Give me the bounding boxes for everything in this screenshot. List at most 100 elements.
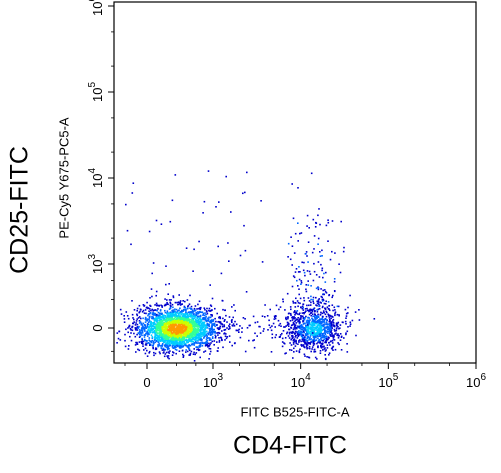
data-point <box>294 332 297 334</box>
data-point <box>178 303 180 305</box>
data-point <box>231 324 234 327</box>
data-point <box>198 311 200 314</box>
data-point <box>315 274 318 276</box>
data-point <box>178 341 181 343</box>
data-point <box>150 327 153 330</box>
data-point <box>149 304 151 307</box>
data-point <box>292 339 295 342</box>
data-point <box>186 307 189 310</box>
x-tick-exponent: 4 <box>305 372 311 383</box>
data-point <box>286 292 289 295</box>
data-point <box>146 322 149 325</box>
data-point <box>339 271 342 274</box>
data-point <box>329 322 332 324</box>
data-point <box>175 328 177 330</box>
data-point <box>300 328 302 331</box>
data-point <box>333 280 336 283</box>
data-point <box>293 316 295 318</box>
data-point <box>239 325 241 327</box>
data-point <box>290 335 293 337</box>
data-point <box>191 335 194 337</box>
data-point <box>158 324 161 326</box>
data-point <box>334 330 336 332</box>
data-point <box>321 316 324 319</box>
data-point <box>193 248 195 251</box>
data-point <box>181 344 184 346</box>
data-point <box>208 316 210 319</box>
data-point <box>162 317 165 319</box>
data-point <box>164 334 166 337</box>
data-point <box>179 330 181 332</box>
data-point <box>235 323 238 326</box>
data-point <box>230 211 232 213</box>
data-point <box>320 302 322 304</box>
data-point <box>164 309 166 312</box>
data-point <box>168 323 171 325</box>
data-point <box>302 330 305 333</box>
data-point <box>303 318 306 321</box>
data-point <box>319 350 322 352</box>
data-point <box>306 322 308 324</box>
data-point <box>159 345 162 347</box>
data-point <box>323 272 325 275</box>
x-tick-label: 104 <box>291 372 311 390</box>
data-point <box>216 327 219 329</box>
data-point <box>155 319 158 322</box>
data-point <box>221 339 223 342</box>
data-point <box>153 354 155 357</box>
data-point <box>297 326 299 328</box>
data-point <box>305 345 308 348</box>
data-point <box>253 339 255 341</box>
data-point <box>172 321 174 324</box>
data-point <box>192 270 194 272</box>
data-point <box>150 331 152 334</box>
data-point <box>314 324 316 327</box>
data-point <box>209 353 211 355</box>
data-point <box>167 293 169 295</box>
data-point <box>172 336 175 339</box>
data-point <box>215 206 217 208</box>
data-point <box>167 336 170 339</box>
data-point <box>281 332 283 335</box>
data-point <box>315 329 317 331</box>
data-point <box>155 318 158 320</box>
data-point <box>147 318 150 321</box>
data-point <box>144 316 147 319</box>
data-point <box>288 331 291 334</box>
data-point <box>190 332 193 334</box>
data-point <box>166 344 168 347</box>
data-point <box>327 240 329 242</box>
y-tick-label: 103 <box>87 254 105 274</box>
data-point <box>192 319 194 322</box>
data-point <box>194 305 197 307</box>
data-point <box>315 287 318 290</box>
data-point <box>191 336 194 339</box>
data-point <box>164 298 166 300</box>
data-point <box>171 312 173 315</box>
data-point <box>174 311 176 314</box>
data-point <box>131 300 133 302</box>
data-point <box>291 334 294 337</box>
data-point <box>140 331 142 334</box>
data-point <box>142 340 145 343</box>
data-point <box>179 304 182 306</box>
data-point <box>148 342 151 345</box>
data-point <box>279 322 282 325</box>
data-point <box>304 322 306 324</box>
data-point <box>309 310 312 312</box>
data-point <box>149 315 151 318</box>
data-point <box>168 357 170 360</box>
data-point <box>331 332 333 334</box>
data-point <box>151 317 153 320</box>
data-point <box>175 352 177 355</box>
data-point <box>231 344 233 347</box>
data-point <box>185 334 188 337</box>
data-point <box>206 311 208 313</box>
data-point <box>138 349 141 352</box>
data-point <box>323 311 325 314</box>
data-point <box>146 335 149 337</box>
data-point <box>212 320 214 322</box>
data-point <box>316 335 318 337</box>
data-point <box>166 303 168 305</box>
data-point <box>319 328 321 331</box>
